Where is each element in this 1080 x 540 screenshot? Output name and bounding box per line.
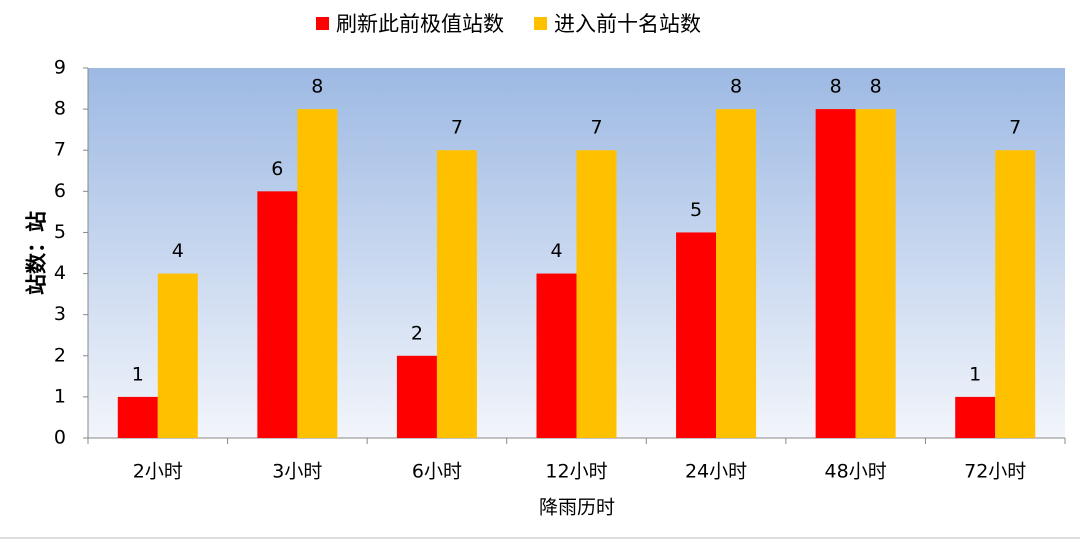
bar (536, 273, 577, 438)
data-label: 1 (969, 363, 981, 385)
legend-label: 进入前十名站数 (554, 12, 701, 36)
bar (436, 150, 477, 438)
legend-swatch (316, 17, 329, 30)
bar (257, 191, 298, 438)
x-tick-label: 48小时 (825, 461, 887, 483)
y-axis-label: 站数：站 (24, 211, 49, 295)
data-label: 1 (132, 363, 144, 385)
data-label: 8 (311, 76, 323, 98)
x-tick-label: 72小时 (964, 461, 1026, 483)
bar (117, 396, 158, 438)
bar (995, 150, 1036, 438)
x-tick-label: 3小时 (272, 461, 322, 483)
bar (815, 109, 856, 438)
y-tick-label: 4 (54, 262, 66, 284)
y-tick-label: 2 (54, 344, 66, 366)
x-tick-label: 12小时 (545, 461, 607, 483)
bar (297, 109, 338, 438)
y-tick-label: 3 (54, 303, 66, 325)
bar (955, 396, 996, 438)
x-tick-label: 6小时 (412, 461, 462, 483)
bar (676, 232, 717, 438)
y-tick-label: 7 (54, 139, 66, 161)
legend-swatch (534, 17, 547, 30)
y-tick-label: 9 (54, 57, 66, 79)
data-label: 2 (411, 322, 423, 344)
data-label: 8 (830, 76, 842, 98)
data-label: 6 (271, 158, 283, 180)
data-label: 7 (1009, 117, 1021, 139)
y-tick-label: 1 (54, 385, 66, 407)
data-label: 4 (172, 240, 184, 262)
y-tick-label: 0 (54, 427, 66, 449)
x-axis-label: 降雨历时 (539, 497, 615, 519)
data-label: 8 (870, 76, 882, 98)
x-tick-label: 24小时 (685, 461, 747, 483)
data-label: 4 (550, 240, 562, 262)
legend-label: 刷新此前极值站数 (336, 12, 504, 36)
bar (396, 355, 437, 438)
data-label: 5 (690, 199, 702, 221)
y-tick-label: 8 (54, 98, 66, 120)
data-label: 7 (451, 117, 463, 139)
bar (716, 109, 757, 438)
bar (157, 273, 198, 438)
y-tick-label: 5 (54, 221, 66, 243)
data-label: 8 (730, 76, 742, 98)
x-tick-label: 2小时 (133, 461, 183, 483)
bar (576, 150, 617, 438)
data-label: 7 (590, 117, 602, 139)
bar (855, 109, 896, 438)
y-tick-label: 6 (54, 180, 66, 202)
